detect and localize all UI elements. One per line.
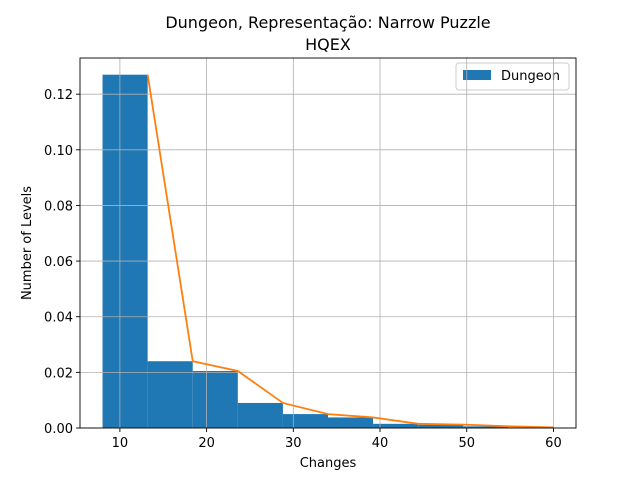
x-tick-label: 20 bbox=[198, 436, 215, 451]
histogram-bar bbox=[373, 423, 419, 428]
histogram-bars bbox=[102, 74, 554, 429]
x-tick-label: 30 bbox=[285, 436, 302, 451]
histogram-bar bbox=[102, 74, 148, 429]
trend-line bbox=[146, 74, 554, 429]
legend-label: Dungeon bbox=[501, 69, 560, 84]
chart-title-line2: HQEX bbox=[305, 35, 351, 54]
histogram-bar bbox=[237, 402, 283, 428]
axes bbox=[79, 57, 577, 429]
y-tick-label: 0.08 bbox=[44, 199, 73, 214]
y-tick-label: 0.10 bbox=[44, 144, 73, 159]
histogram-bar bbox=[147, 361, 193, 428]
chart-title-line1: Dungeon, Representação: Narrow Puzzle bbox=[165, 13, 490, 32]
grid bbox=[80, 58, 576, 429]
histogram-bar bbox=[192, 370, 238, 428]
axes-frame bbox=[79, 57, 577, 429]
histogram-bar bbox=[282, 414, 328, 428]
histogram-bar bbox=[463, 426, 509, 428]
trend-line-group bbox=[146, 74, 554, 429]
legend-swatch bbox=[463, 70, 491, 80]
x-tick-label: 60 bbox=[545, 436, 562, 451]
x-tick-label: 50 bbox=[458, 436, 475, 451]
x-tick-label: 10 bbox=[112, 436, 129, 451]
ticks: 10 20 30 40 50 60 0.00 0.02 0.04 0.06 0.08 0.10 0.12 bbox=[44, 88, 562, 451]
legend: Dungeon bbox=[455, 62, 570, 91]
legend-box bbox=[455, 62, 570, 91]
y-tick-label: 0.12 bbox=[44, 88, 73, 103]
histogram-bar bbox=[418, 424, 464, 428]
y-tick-label: 0.00 bbox=[44, 422, 73, 437]
x-axis-label: Changes bbox=[300, 456, 357, 471]
y-tick-label: 0.02 bbox=[44, 366, 73, 381]
y-tick-label: 0.06 bbox=[44, 255, 73, 270]
y-tick-label: 0.04 bbox=[44, 311, 73, 326]
histogram-bar bbox=[328, 417, 374, 428]
y-axis-label: Number of Levels bbox=[20, 186, 35, 300]
x-tick-label: 40 bbox=[372, 436, 389, 451]
